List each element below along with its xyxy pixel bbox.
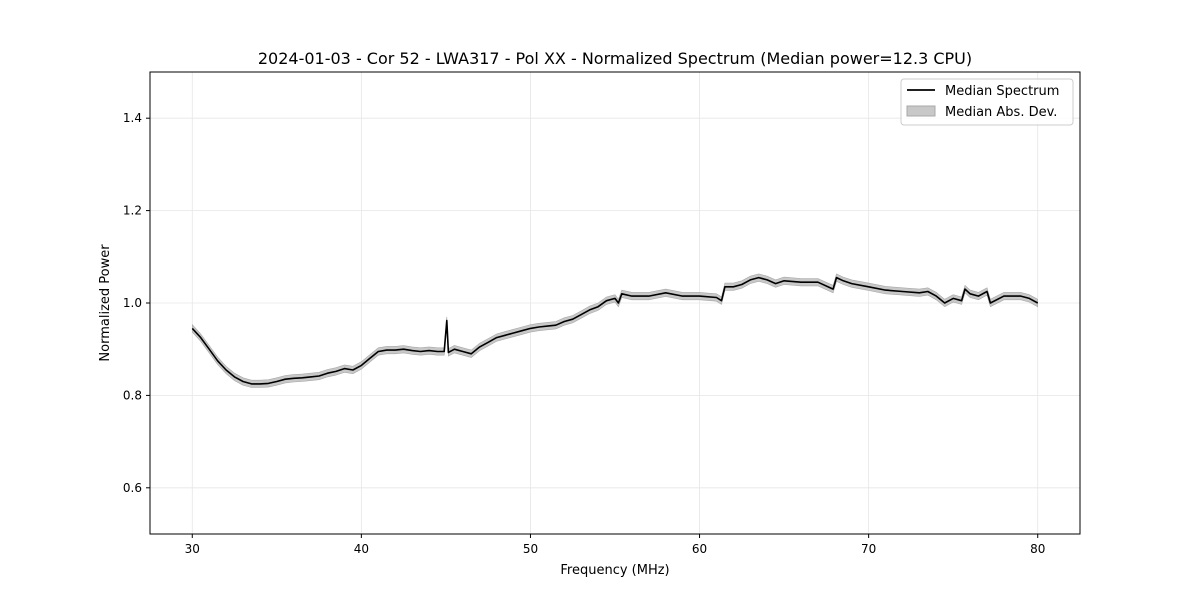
x-tick-label: 50	[523, 542, 538, 556]
x-tick-label: 80	[1030, 542, 1045, 556]
y-axis: 0.6 0.8 1.0 1.2 1.4	[123, 111, 150, 495]
median-spectrum-line	[191, 276, 1039, 385]
x-axis-label: Frequency (MHz)	[560, 563, 669, 578]
legend-label-median-abs-dev: Median Abs. Dev.	[945, 105, 1057, 120]
x-tick-label: 60	[692, 542, 707, 556]
chart-title: 2024-01-03 - Cor 52 - LWA317 - Pol XX - …	[258, 49, 972, 68]
median-abs-dev-band	[192, 273, 1038, 388]
y-tick-label: 1.0	[123, 296, 142, 310]
y-tick-label: 0.8	[123, 388, 142, 402]
y-axis-label: Normalized Power	[98, 244, 113, 362]
legend: Median Spectrum Median Abs. Dev.	[900, 78, 1074, 126]
x-axis: 30 40 50 60 70 80	[185, 534, 1045, 556]
y-tick-label: 0.6	[123, 481, 142, 495]
legend-box	[900, 78, 1074, 126]
x-tick-label: 70	[861, 542, 876, 556]
x-tick-label: 40	[354, 542, 369, 556]
legend-label-median-spectrum: Median Spectrum	[945, 84, 1059, 99]
x-tick-label: 30	[185, 542, 200, 556]
y-tick-label: 1.2	[123, 204, 142, 218]
legend-band-swatch	[906, 105, 936, 117]
y-tick-label: 1.4	[123, 111, 142, 125]
